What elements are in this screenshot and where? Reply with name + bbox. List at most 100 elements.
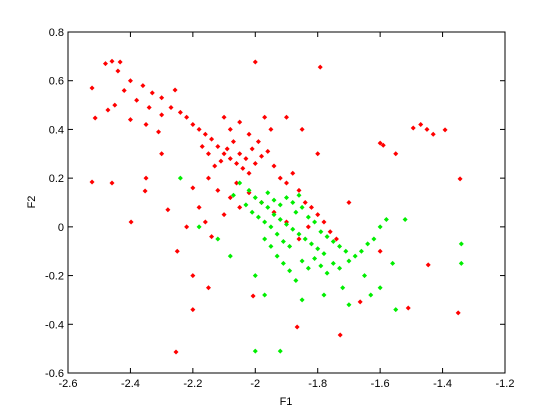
point	[252, 161, 258, 167]
point	[377, 285, 383, 291]
point	[321, 219, 327, 225]
plot-frame	[67, 31, 506, 374]
point	[237, 151, 243, 157]
point	[308, 204, 314, 210]
point	[457, 176, 463, 182]
point	[262, 219, 268, 225]
point	[390, 260, 396, 266]
point	[308, 241, 314, 247]
point	[340, 285, 346, 291]
point	[327, 229, 333, 235]
point	[243, 156, 249, 162]
point	[324, 270, 330, 276]
point	[284, 195, 289, 201]
point	[296, 231, 302, 237]
point	[302, 200, 308, 205]
point	[371, 236, 377, 242]
point	[315, 151, 321, 157]
y-tick-label: -0.2	[45, 271, 64, 283]
point	[177, 109, 183, 115]
point	[284, 221, 289, 227]
point	[458, 260, 464, 266]
point	[299, 258, 305, 264]
y-tick-label: 0.2	[49, 173, 64, 185]
point	[393, 151, 399, 157]
point	[268, 126, 274, 132]
point	[227, 253, 233, 259]
point	[299, 204, 305, 210]
point	[305, 214, 311, 220]
point	[380, 142, 386, 148]
point	[221, 212, 227, 218]
point	[246, 170, 252, 176]
point	[265, 190, 271, 196]
y-tick-label: 0.6	[49, 76, 64, 88]
point	[143, 122, 149, 128]
point	[277, 348, 283, 354]
point	[333, 236, 339, 242]
point	[127, 78, 133, 84]
point	[259, 153, 265, 159]
point	[156, 129, 162, 135]
point	[209, 234, 215, 240]
point	[215, 187, 221, 193]
x-tick-label: -2.4	[121, 378, 140, 390]
point	[274, 231, 280, 237]
point	[346, 302, 352, 308]
point	[442, 127, 448, 133]
y-tick-label: 0	[58, 222, 64, 234]
point	[112, 102, 118, 108]
point	[202, 131, 208, 137]
point	[358, 248, 364, 254]
x-tick-label: -1.4	[433, 378, 452, 390]
point	[330, 238, 336, 244]
point	[343, 248, 349, 254]
point	[402, 217, 408, 223]
point	[249, 209, 255, 215]
point	[234, 161, 240, 167]
point	[265, 148, 271, 154]
point	[243, 202, 249, 208]
point	[140, 83, 146, 89]
point	[149, 90, 155, 96]
point	[224, 146, 230, 152]
point	[277, 175, 283, 181]
point	[134, 97, 140, 103]
point	[271, 212, 277, 218]
point	[290, 170, 296, 176]
point	[430, 131, 436, 137]
point	[227, 126, 233, 132]
point	[205, 285, 211, 291]
point	[290, 200, 296, 205]
point	[287, 243, 293, 249]
point	[252, 195, 258, 201]
point	[357, 299, 363, 305]
point	[146, 105, 152, 111]
point	[230, 139, 236, 145]
point	[259, 200, 265, 205]
y-tick-label: 0.8	[49, 27, 64, 39]
point	[209, 136, 215, 142]
point	[240, 165, 246, 171]
point	[234, 180, 240, 186]
point	[455, 310, 461, 316]
point	[324, 234, 330, 240]
point	[227, 195, 233, 201]
y-axis-label: F2	[26, 196, 38, 209]
point	[92, 115, 98, 121]
point	[262, 292, 268, 298]
point	[109, 180, 115, 186]
point	[218, 158, 224, 164]
point	[321, 292, 327, 298]
point	[249, 146, 255, 152]
point	[312, 256, 318, 262]
point	[246, 187, 252, 193]
point	[296, 192, 302, 198]
point	[159, 112, 165, 118]
point	[317, 64, 323, 70]
point	[312, 219, 318, 225]
point	[250, 293, 256, 299]
point	[315, 212, 321, 218]
point	[337, 332, 343, 338]
point	[128, 219, 134, 225]
